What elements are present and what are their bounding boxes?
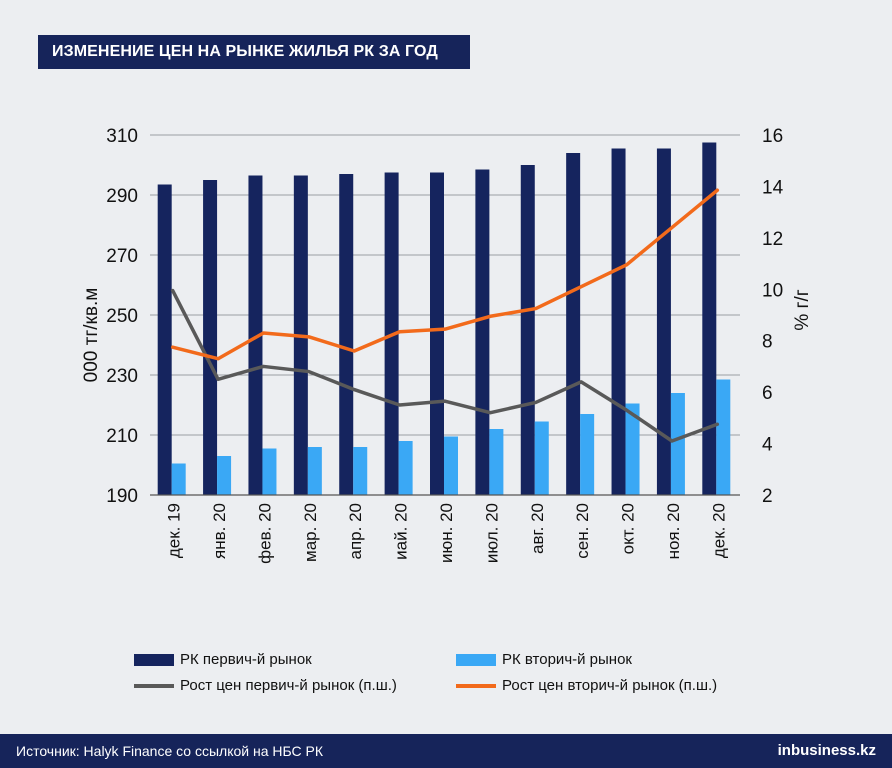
y2-tick-label: 12: [762, 229, 783, 250]
bar-primary: [203, 180, 218, 495]
bar-secondary: [534, 421, 549, 495]
bar-primary: [656, 148, 671, 495]
bar-secondary: [217, 456, 232, 495]
y-tick-label: 290: [106, 186, 138, 207]
x-tick-label: июн. 20: [437, 503, 456, 563]
x-tick-label: ноя. 20: [664, 503, 683, 559]
brand-logo[interactable]: inbusiness.kz: [777, 742, 876, 759]
legend-label-primary: РК первич-й рынок: [180, 651, 312, 668]
source-note: Источник: Halyk Finance со ссылкой на НБ…: [16, 743, 324, 759]
y-tick-label: 230: [106, 366, 138, 387]
y2-tick-label: 6: [762, 383, 773, 404]
bar-secondary: [489, 429, 504, 495]
bar-secondary: [171, 463, 186, 495]
y2-tick-label: 16: [762, 126, 783, 147]
bar-secondary: [670, 393, 685, 495]
legend-item-secondary-growth: Рост цен вторич-й рынок (п.ш.): [456, 676, 717, 696]
bar-secondary: [353, 447, 368, 495]
y2-axis-title: % г/г: [792, 289, 813, 330]
bar-primary: [430, 172, 444, 495]
x-tick-label: дек. 19: [165, 503, 184, 558]
x-tick-label: дек. 20: [709, 503, 728, 558]
legend-label-primary-growth: Рост цен первич-й рынок (п.ш.): [180, 677, 397, 694]
x-tick-label: мар. 20: [301, 503, 320, 562]
footer: Источник: Halyk Finance со ссылкой на НБ…: [0, 734, 892, 768]
legend: РК первич-й рынок РК вторич-й рынок Рост…: [0, 640, 892, 720]
x-tick-label: фев. 20: [255, 503, 274, 564]
y-tick-label: 250: [106, 306, 138, 327]
y-tick-label: 270: [106, 246, 138, 267]
series-lines: [170, 188, 720, 443]
bar-secondary: [444, 436, 458, 495]
y2-tick-label: 4: [762, 435, 773, 456]
legend-swatch-primary: [134, 654, 174, 667]
y-tick-label: 190: [106, 486, 138, 507]
line-secondary-growth: [170, 188, 720, 361]
legend-label-secondary: РК вторич-й рынок: [502, 651, 632, 668]
bar-primary: [611, 148, 626, 495]
y2-tick-label: 2: [762, 486, 773, 507]
bar-secondary: [580, 414, 595, 495]
y-axis-title: 000 тг/кв.м: [81, 288, 102, 383]
chart-area: 190 210 230 250 270 290 310 2 4 6 8 10 12 14 16 дек. 19…: [81, 126, 813, 564]
y-tick-label: 310: [106, 126, 138, 147]
bar-secondary: [716, 379, 731, 495]
x-tick-label: сен. 20: [573, 503, 592, 559]
legend-label-secondary-growth: Рост цен вторич-й рынок (п.ш.): [502, 677, 718, 694]
legend-swatch-primary-growth: [134, 684, 174, 689]
line-primary-growth: [170, 288, 720, 443]
legend-item-primary-market: РК первич-й рынок: [134, 650, 312, 670]
x-tick-label: янв. 20: [210, 503, 229, 559]
y2-tick-label: 10: [762, 280, 783, 301]
bar-primary: [702, 142, 717, 495]
legend-swatch-secondary-growth: [456, 684, 496, 689]
chart-title: ИЗМЕНЕНИЕ ЦЕН НА РЫНКЕ ЖИЛЬЯ РК ЗА ГОД: [38, 35, 470, 69]
bar-primary: [520, 165, 535, 495]
bar-secondary: [398, 441, 413, 495]
bar-primary: [475, 169, 490, 495]
bar-primary: [248, 175, 263, 495]
bar-secondary: [307, 447, 322, 495]
bar-primary: [157, 184, 172, 495]
y2-tick-label: 14: [762, 177, 784, 198]
x-tick-label: авг. 20: [528, 503, 547, 554]
bar-secondary: [625, 403, 640, 495]
bar-primary: [339, 174, 354, 495]
x-tick-label: июл. 20: [482, 503, 501, 563]
bar-primary: [566, 153, 581, 495]
x-tick-label: апр. 20: [346, 503, 365, 559]
y2-tick-label: 8: [762, 332, 773, 353]
x-tick-label: иай. 20: [392, 503, 411, 560]
legend-swatch-secondary: [456, 654, 496, 667]
bar-secondary: [262, 448, 277, 495]
legend-item-primary-growth: Рост цен первич-й рынок (п.ш.): [134, 676, 397, 696]
legend-item-secondary-market: РК вторич-й рынок: [456, 650, 632, 670]
x-tick-label: окт. 20: [619, 503, 638, 554]
y-tick-label: 210: [106, 426, 138, 447]
axes: 190 210 230 250 270 290 310 2 4 6 8 10 12 14 16 дек. 19…: [81, 126, 813, 564]
